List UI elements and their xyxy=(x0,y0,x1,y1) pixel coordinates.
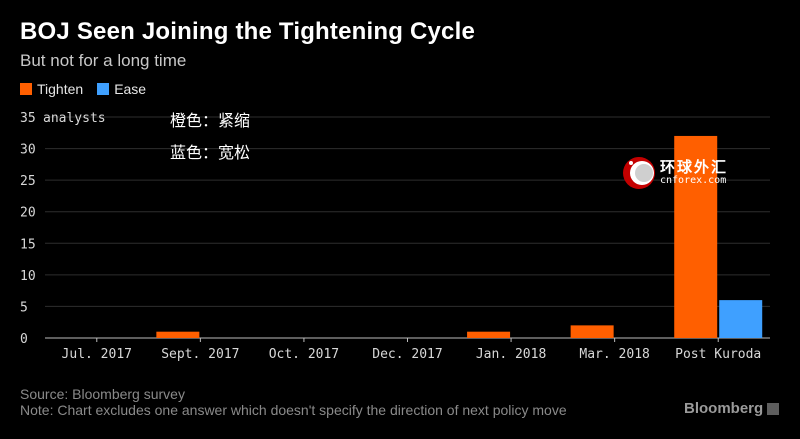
x-tick-label: Post Kuroda xyxy=(675,347,761,362)
y-tick-labels: 0 5 10 15 20 25 30 35 analysts xyxy=(20,111,106,347)
watermark-cn: 环球外汇 xyxy=(660,157,729,176)
cnforex-logo-icon xyxy=(623,157,655,189)
bloomberg-logo-icon xyxy=(767,402,780,415)
x-tick-label: Mar. 2018 xyxy=(579,347,649,362)
bar-ease xyxy=(719,300,763,338)
x-tick-label: Jan. 2018 xyxy=(476,347,546,362)
y-tick-label: 20 xyxy=(20,206,36,221)
y-tick-label: 25 xyxy=(20,174,36,189)
grid-lines xyxy=(45,116,770,339)
bar-tighten xyxy=(674,135,718,338)
bloomberg-brand: Bloomberg xyxy=(684,400,780,417)
legend-item-tighten: Tighten xyxy=(20,81,83,97)
y-tick-label: 5 xyxy=(20,300,28,315)
legend-swatch-ease xyxy=(97,83,110,95)
legend-label-ease: Ease xyxy=(114,81,147,97)
bar-tighten xyxy=(467,331,511,338)
y-tick-label: 15 xyxy=(20,237,36,252)
legend-swatch-tighten xyxy=(20,83,32,95)
x-tick-labels: Jul. 2017 Sept. 2017 Oct. 2017 Dec. 2017 Jan… xyxy=(62,338,761,362)
watermark: 环球外汇 cnforex.com xyxy=(622,156,728,190)
source-note: Source: Bloomberg survey xyxy=(20,386,185,402)
annotation-blue-ease: 蓝色：宽松 xyxy=(170,143,251,162)
bar-tighten xyxy=(570,325,614,338)
y-tick-label: 30 xyxy=(20,143,36,158)
y-tick-label: 10 xyxy=(20,269,36,284)
legend-item-ease: Ease xyxy=(97,81,146,97)
y-axis-unit-label: analysts xyxy=(43,111,106,126)
chart-title: BOJ Seen Joining the Tightening Cycle xyxy=(20,18,476,45)
x-tick-label: Oct. 2017 xyxy=(269,347,339,362)
chart-subtitle: But not for a long time xyxy=(20,51,187,70)
watermark-en: cnforex.com xyxy=(660,174,727,186)
brand-label: Bloomberg xyxy=(684,400,764,417)
y-tick-label: 0 xyxy=(20,332,28,347)
bars xyxy=(156,135,763,338)
x-tick-label: Dec. 2017 xyxy=(372,347,442,362)
y-tick-label: 35 xyxy=(20,111,36,126)
x-tick-label: Sept. 2017 xyxy=(161,347,239,362)
bar-chart: 0 5 10 15 20 25 30 35 analysts Jul. 2017 Sept. 20… xyxy=(20,111,770,362)
legend-label-tighten: Tighten xyxy=(37,81,84,97)
footnote: Note: Chart excludes one answer which do… xyxy=(20,402,567,418)
legend: Tighten Ease xyxy=(20,81,160,97)
annotation-orange-tighten: 橙色：紧缩 xyxy=(170,111,251,130)
bar-tighten xyxy=(156,331,200,338)
x-tick-label: Jul. 2017 xyxy=(62,347,132,362)
